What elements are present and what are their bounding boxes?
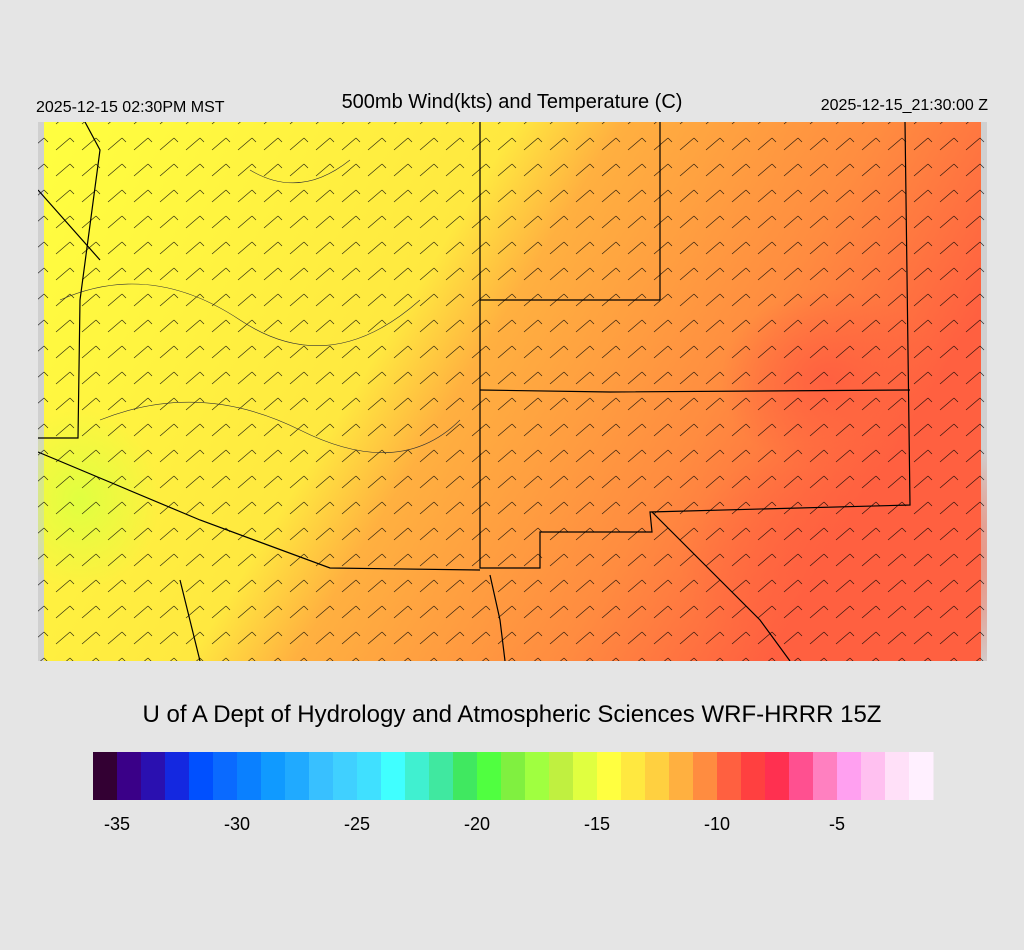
colorbar-swatch [621, 752, 646, 800]
colorbar-label: -30 [224, 814, 250, 834]
colorbar-swatch [93, 752, 118, 800]
colorbar-swatch [741, 752, 766, 800]
colorbar: -35 -30 -25 -20 -15 -10 -5 [93, 752, 934, 834]
colorbar-swatch [597, 752, 622, 800]
colorbar-swatch [837, 752, 862, 800]
colorbar-swatch [213, 752, 238, 800]
colorbar-swatch [789, 752, 814, 800]
colorbar-swatch [429, 752, 454, 800]
colorbar-swatch [861, 752, 886, 800]
colorbar-swatch [477, 752, 502, 800]
utc-time: 2025-12-15_21:30:00 Z [821, 97, 988, 114]
local-time: 2025-12-15 02:30PM MST [36, 99, 225, 116]
colorbar-swatch [645, 752, 670, 800]
colorbar-label: -5 [829, 814, 845, 834]
colorbar-swatch [405, 752, 430, 800]
colorbar-swatch [237, 752, 262, 800]
map-title: 500mb Wind(kts) and Temperature (C) [342, 91, 683, 113]
colorbar-swatch [141, 752, 166, 800]
colorbar-label: -15 [584, 814, 610, 834]
colorbar-swatch [693, 752, 718, 800]
wind-barbs [38, 122, 987, 661]
colorbar-swatch [381, 752, 406, 800]
colorbar-swatch [309, 752, 334, 800]
colorbar-swatch [117, 752, 142, 800]
colorbar-swatch [765, 752, 790, 800]
colorbar-swatch [189, 752, 214, 800]
colorbar-label: -25 [344, 814, 370, 834]
state-borders [38, 122, 911, 571]
credit: U of A Dept of Hydrology and Atmospheric… [143, 701, 882, 728]
colorbar-swatch [453, 752, 478, 800]
colorbar-label: -10 [704, 814, 730, 834]
map-area [38, 122, 987, 661]
colorbar-swatch [885, 752, 910, 800]
colorbar-swatch [501, 752, 526, 800]
terrain-contours [59, 159, 461, 453]
colorbar-swatch [813, 752, 838, 800]
colorbar-swatch [573, 752, 598, 800]
colorbar-label: -20 [464, 814, 490, 834]
colorbar-swatch [165, 752, 190, 800]
colorbar-label: -35 [104, 814, 130, 834]
colorbar-swatch [285, 752, 310, 800]
colorbar-swatch [669, 752, 694, 800]
colorbar-swatch [717, 752, 742, 800]
colorbar-swatch [333, 752, 358, 800]
colorbar-swatch [909, 752, 934, 800]
colorbar-swatch [357, 752, 382, 800]
state-borders [479, 122, 911, 569]
colorbar-swatch [261, 752, 286, 800]
colorbar-swatch [525, 752, 550, 800]
country-borders [38, 189, 791, 661]
colorbar-swatch [549, 752, 574, 800]
